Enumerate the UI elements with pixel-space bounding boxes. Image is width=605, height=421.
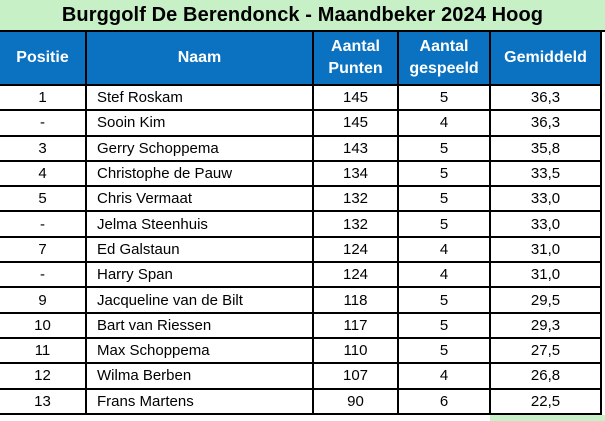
cell-naam: Chris Vermaat (85, 185, 314, 213)
cell-positie: 10 (0, 311, 87, 339)
table-row: 7 Ed Galstaun 124 4 31,0 (0, 235, 602, 264)
cell-gespeeld: 4 (397, 261, 491, 289)
cell-positie: - (0, 210, 87, 238)
table-header: Positie Naam Aantal Punten Aantal gespee… (0, 32, 602, 86)
table-row: - Sooin Kim 145 4 36,3 (0, 109, 602, 137)
table-title: Burggolf De Berendonck - Maandbeker 2024… (0, 0, 605, 32)
cell-naam: Jacqueline van de Bilt (85, 286, 314, 314)
cell-gespeeld: 5 (397, 159, 491, 188)
cell-gespeeld: 5 (397, 210, 491, 238)
cell-gespeeld: 6 (397, 387, 491, 415)
cell-naam: Wilma Berben (85, 362, 314, 390)
cell-naam: Bart van Riessen (85, 311, 314, 339)
cell-punten: 110 (312, 336, 399, 365)
cell-gespeeld: 5 (397, 185, 491, 213)
table-row: 9 Jacqueline van de Bilt 118 5 29,5 (0, 286, 602, 314)
cell-gespeeld: 5 (397, 134, 491, 162)
cell-positie: 4 (0, 159, 87, 188)
cell-naam: Ed Galstaun (85, 235, 314, 264)
cell-gespeeld: 4 (397, 109, 491, 137)
cell-naam: Harry Span (85, 261, 314, 289)
cell-naam: Jelma Steenhuis (85, 210, 314, 238)
table-row: 11 Max Schoppema 110 5 27,5 (0, 336, 602, 365)
cell-naam: Frans Martens (85, 387, 314, 415)
table-body: 1 Stef Roskam 145 5 36,3- Sooin Kim 145 4 36,3 3 G… (0, 83, 602, 415)
table-row: - Harry Span 124 4 31,0 (0, 261, 602, 289)
leaderboard-table: Positie Naam Aantal Punten Aantal gespee… (0, 32, 602, 415)
table-row: 3 Gerry Schoppema 143 5 35,8 (0, 134, 602, 162)
cell-gemiddeld: 29,5 (489, 286, 602, 314)
cell-positie: 1 (0, 83, 87, 112)
cell-naam: Christophe de Pauw (85, 159, 314, 188)
cell-positie: - (0, 109, 87, 137)
cell-gespeeld: 5 (397, 83, 491, 112)
cell-gemiddeld: 26,8 (489, 362, 602, 390)
cell-gemiddeld: 33,0 (489, 210, 602, 238)
cell-positie: 9 (0, 286, 87, 314)
cell-punten: 118 (312, 286, 399, 314)
cell-gespeeld: 5 (397, 336, 491, 365)
table-row: 12 Wilma Berben 107 4 26,8 (0, 362, 602, 390)
cell-positie: - (0, 261, 87, 289)
cell-punten: 145 (312, 109, 399, 137)
table-row: 5 Chris Vermaat 132 5 33,0 (0, 185, 602, 213)
table-row: 10 Bart van Riessen 117 5 29,3 (0, 311, 602, 339)
cell-gemiddeld: 33,5 (489, 159, 602, 188)
cell-punten: 134 (312, 159, 399, 188)
cell-gespeeld: 5 (397, 286, 491, 314)
table-row: 1 Stef Roskam 145 5 36,3 (0, 83, 602, 112)
cell-positie: 5 (0, 185, 87, 213)
cell-gemiddeld: 22,5 (489, 387, 602, 415)
cell-punten: 117 (312, 311, 399, 339)
cell-gemiddeld: 36,3 (489, 83, 602, 112)
cell-gemiddeld: 27,5 (489, 336, 602, 365)
table-row: 4 Christophe de Pauw 134 5 33,5 (0, 159, 602, 188)
column-header-gespeeld: Aantal gespeeld (397, 32, 491, 86)
cell-positie: 7 (0, 235, 87, 264)
cell-punten: 107 (312, 362, 399, 390)
table-row: - Jelma Steenhuis 132 5 33,0 (0, 210, 602, 238)
cell-naam: Stef Roskam (85, 83, 314, 112)
bottom-strip (0, 414, 605, 421)
cell-gemiddeld: 31,0 (489, 261, 602, 289)
cell-punten: 143 (312, 134, 399, 162)
cell-naam: Max Schoppema (85, 336, 314, 365)
column-header-punten: Aantal Punten (312, 32, 399, 86)
cell-punten: 145 (312, 83, 399, 112)
cell-positie: 13 (0, 387, 87, 415)
column-header-positie: Positie (0, 32, 87, 86)
cell-gemiddeld: 36,3 (489, 109, 602, 137)
table-row: 13 Frans Martens 90 6 22,5 (0, 387, 602, 415)
column-header-gemiddeld: Gemiddeld (489, 32, 602, 86)
cell-punten: 132 (312, 185, 399, 213)
cell-naam: Sooin Kim (85, 109, 314, 137)
cell-gemiddeld: 31,0 (489, 235, 602, 264)
cell-gespeeld: 5 (397, 311, 491, 339)
cell-punten: 124 (312, 261, 399, 289)
cell-punten: 132 (312, 210, 399, 238)
cell-gespeeld: 4 (397, 235, 491, 264)
cell-positie: 11 (0, 336, 87, 365)
cell-gemiddeld: 35,8 (489, 134, 602, 162)
cell-punten: 124 (312, 235, 399, 264)
cell-positie: 12 (0, 362, 87, 390)
cell-gemiddeld: 29,3 (489, 311, 602, 339)
cell-positie: 3 (0, 134, 87, 162)
green-cell-fragment (490, 414, 605, 421)
cell-punten: 90 (312, 387, 399, 415)
cell-gespeeld: 4 (397, 362, 491, 390)
cell-naam: Gerry Schoppema (85, 134, 314, 162)
cell-gemiddeld: 33,0 (489, 185, 602, 213)
column-header-naam: Naam (85, 32, 314, 86)
header-row: Positie Naam Aantal Punten Aantal gespee… (0, 32, 602, 86)
